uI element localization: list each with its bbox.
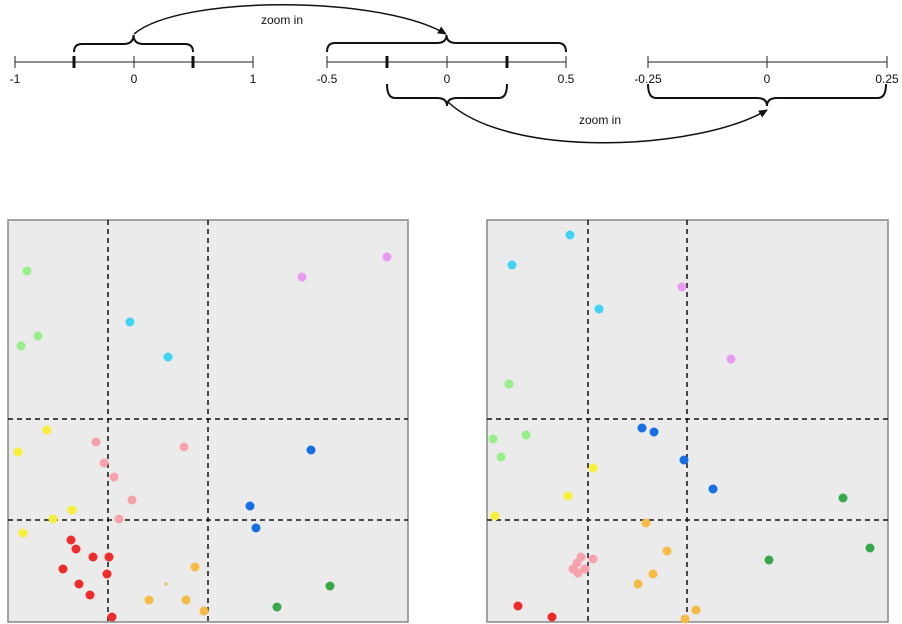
- dot: [649, 427, 659, 437]
- dot: [74, 579, 84, 589]
- dot: [764, 555, 774, 565]
- dot: [22, 266, 32, 276]
- dot: [838, 493, 848, 503]
- dot: [67, 505, 77, 515]
- dot: [48, 514, 58, 524]
- dot: [680, 614, 690, 624]
- brace: [326, 34, 567, 53]
- tick-label: -1: [10, 72, 21, 86]
- brace: [73, 34, 194, 53]
- dot: [114, 514, 124, 524]
- dot: [297, 272, 307, 282]
- annotation: zoom in: [579, 113, 621, 127]
- dot: [708, 484, 718, 494]
- dot: [580, 564, 590, 574]
- dot: [679, 455, 689, 465]
- dot: [127, 495, 137, 505]
- dot: [163, 352, 173, 362]
- dot: [251, 523, 261, 533]
- dot: [125, 317, 135, 327]
- dot: [91, 437, 101, 447]
- dot: [594, 304, 604, 314]
- dot: [588, 554, 598, 564]
- dot: [306, 445, 316, 455]
- tick-label: 0: [131, 72, 138, 86]
- dot: [325, 581, 335, 591]
- dot: [547, 612, 557, 622]
- tick-label: 0: [444, 72, 451, 86]
- annotation: zoom in: [261, 13, 303, 27]
- dot: [13, 447, 23, 457]
- dot: [107, 612, 117, 622]
- dot: [521, 430, 531, 440]
- dot: [488, 434, 498, 444]
- dot: [104, 552, 114, 562]
- dot: [563, 491, 573, 501]
- tick-label: -0.25: [634, 72, 662, 86]
- grid: [8, 220, 888, 622]
- dot: [102, 569, 112, 579]
- dot: [565, 230, 575, 240]
- dot: [637, 423, 647, 433]
- dot: [662, 546, 672, 556]
- dot: [109, 472, 119, 482]
- dot: [496, 452, 506, 462]
- dot: [144, 595, 154, 605]
- dot: [88, 552, 98, 562]
- dot: [641, 518, 651, 528]
- dot: [71, 544, 81, 554]
- dot: [42, 425, 52, 435]
- dot: [16, 341, 26, 351]
- dot: [507, 260, 517, 270]
- dot: [588, 463, 598, 473]
- dot: [568, 564, 578, 574]
- tick-label: -0.5: [317, 72, 338, 86]
- number-lines: [15, 56, 887, 68]
- dot: [18, 528, 28, 538]
- dot: [677, 282, 687, 292]
- dot: [199, 606, 209, 616]
- dot: [181, 595, 191, 605]
- tick-label: 0.5: [558, 72, 575, 86]
- dot: [190, 562, 200, 572]
- zoom-arrow: [447, 101, 768, 144]
- dot: [58, 564, 68, 574]
- tick-label: 0: [764, 72, 771, 86]
- dot: [245, 501, 255, 511]
- tick-label: 1: [250, 72, 257, 86]
- dot: [164, 582, 168, 586]
- dot: [85, 590, 95, 600]
- dot: [865, 543, 875, 553]
- dot: [633, 579, 643, 589]
- dot: [382, 252, 392, 262]
- dot: [648, 569, 658, 579]
- dot: [490, 511, 500, 521]
- dot: [66, 535, 76, 545]
- dot: [33, 331, 43, 341]
- dot: [513, 601, 523, 611]
- dot: [691, 605, 701, 615]
- tick-label: 0.25: [875, 72, 899, 86]
- brace: [647, 83, 887, 107]
- dot: [99, 458, 109, 468]
- dot: [726, 354, 736, 364]
- dot: [272, 602, 282, 612]
- brace: [386, 83, 508, 107]
- zoom-arrow: [133, 4, 447, 35]
- dot: [504, 379, 514, 389]
- dot: [179, 442, 189, 452]
